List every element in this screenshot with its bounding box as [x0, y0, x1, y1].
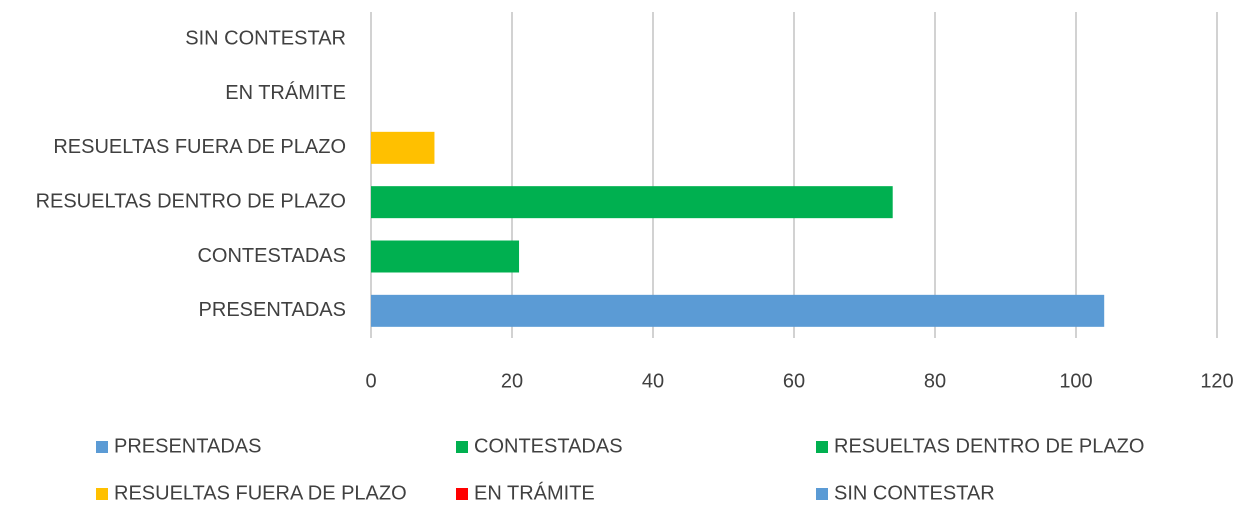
bar	[371, 186, 893, 219]
legend-label: RESUELTAS DENTRO DE PLAZO	[834, 435, 1144, 457]
legend-swatch	[456, 488, 468, 500]
bar	[371, 294, 1105, 327]
y-tick-label: EN TRÁMITE	[225, 81, 346, 104]
legend-label: SIN CONTESTAR	[834, 482, 995, 504]
y-tick-label: RESUELTAS FUERA DE PLAZO	[53, 136, 346, 158]
bar	[371, 240, 520, 273]
y-tick-label: RESUELTAS DENTRO DE PLAZO	[36, 190, 346, 212]
legend-swatch	[96, 488, 108, 500]
x-tick-label: 80	[924, 370, 946, 392]
legend-swatch	[816, 488, 828, 500]
x-tick-label: 20	[501, 370, 523, 392]
x-tick-label: 100	[1059, 370, 1092, 392]
legend-label: PRESENTADAS	[114, 435, 261, 457]
x-tick-label: 40	[642, 370, 664, 392]
x-tick-label: 120	[1200, 370, 1233, 392]
bar	[371, 131, 435, 164]
legend-swatch	[816, 441, 828, 453]
legend-label: EN TRÁMITE	[474, 481, 595, 504]
y-tick-label: PRESENTADAS	[199, 299, 346, 321]
x-tick-label: 0	[365, 370, 376, 392]
legend-swatch	[456, 441, 468, 453]
legend-swatch	[96, 441, 108, 453]
y-tick-label: SIN CONTESTAR	[185, 27, 346, 49]
y-tick-label: CONTESTADAS	[197, 245, 346, 267]
legend-label: RESUELTAS FUERA DE PLAZO	[114, 482, 407, 504]
legend-label: CONTESTADAS	[474, 435, 623, 457]
x-tick-label: 60	[783, 370, 805, 392]
